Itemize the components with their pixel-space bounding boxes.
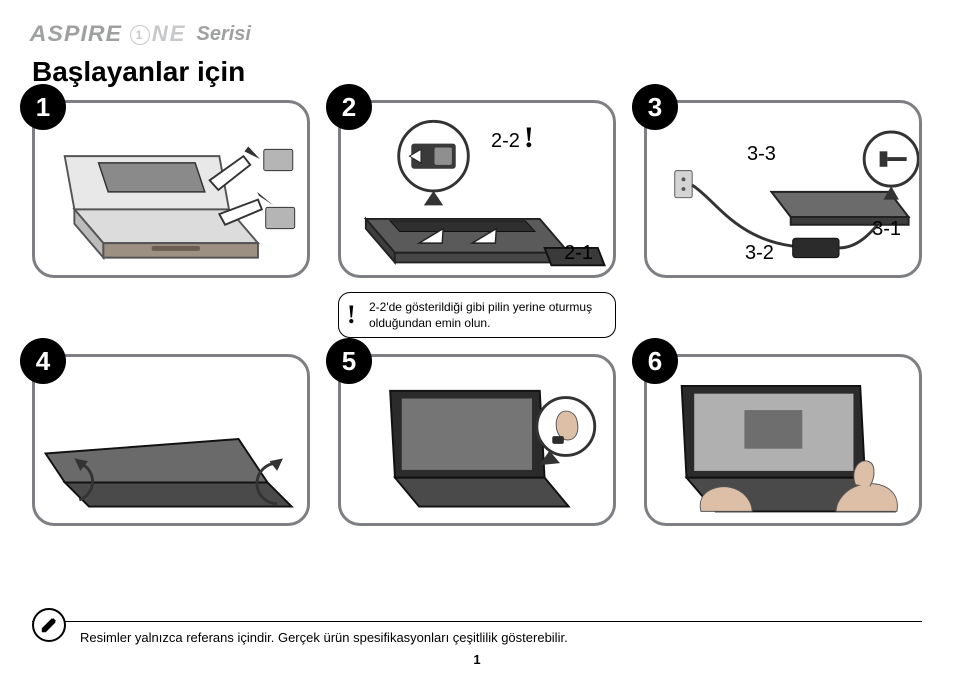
step-1-illustration [35,103,307,275]
step-1: 1 [32,100,310,278]
footer: Resimler yalnızca referans içindir. Gerç… [32,621,922,645]
step-3-illustration [647,103,919,275]
step-number-1: 1 [20,84,66,130]
step-5-illustration [341,357,613,523]
footer-text: Resimler yalnızca referans içindir. Gerç… [80,630,568,645]
step-5: 5 [338,354,616,526]
brand-series: Serisi [196,23,250,46]
brand-aspire: ASPIRE [30,21,122,47]
exclamation-icon: ! [524,121,534,154]
step-3: 3 [644,100,922,278]
step-2-note: ! 2-2'de gösterildiği gibi pilin yerine … [338,292,616,338]
step-3-label-3-2: 3-2 [745,242,774,265]
page-title: Başlayanlar için [32,56,922,88]
page-number: 1 [0,652,954,667]
step-4: 4 [32,354,310,526]
step-5-panel [338,354,616,526]
step-4-panel [32,354,310,526]
brand-one-rest: NE [152,21,187,46]
step-1-panel [32,100,310,278]
brand-row: ASPIRE 1NE Serisi [32,18,922,50]
step-2-panel: 2-2! 2-1 [338,100,616,278]
step-4-illustration [35,357,307,523]
step-3-panel: 3-3 3-1 3-2 [644,100,922,278]
step-2-label-2-2: 2-2! [491,121,534,155]
step-2-label-2-1: 2-1 [564,242,593,265]
note-icon [32,608,66,642]
brand-one: 1NE [130,21,187,47]
manual-page: ASPIRE 1NE Serisi Başlayanlar için 1 [0,0,954,673]
step-6-panel [644,354,922,526]
step-2-note-text: 2-2'de gösterildiği gibi pilin yerine ot… [369,300,592,330]
exclamation-icon: ! [347,297,356,332]
step-6-illustration [647,357,919,523]
step-number-2: 2 [326,84,372,130]
step-6: 6 [644,354,922,526]
step-2-note-row: ! 2-2'de gösterildiği gibi pilin yerine … [338,288,616,344]
steps-grid: 1 [32,100,922,526]
step-2: 2 [338,100,616,278]
brand-one-circled: 1 [130,25,150,45]
step-3-label-3-3: 3-3 [747,143,776,166]
step-3-label-3-1: 3-1 [872,218,901,241]
step-number-3: 3 [632,84,678,130]
